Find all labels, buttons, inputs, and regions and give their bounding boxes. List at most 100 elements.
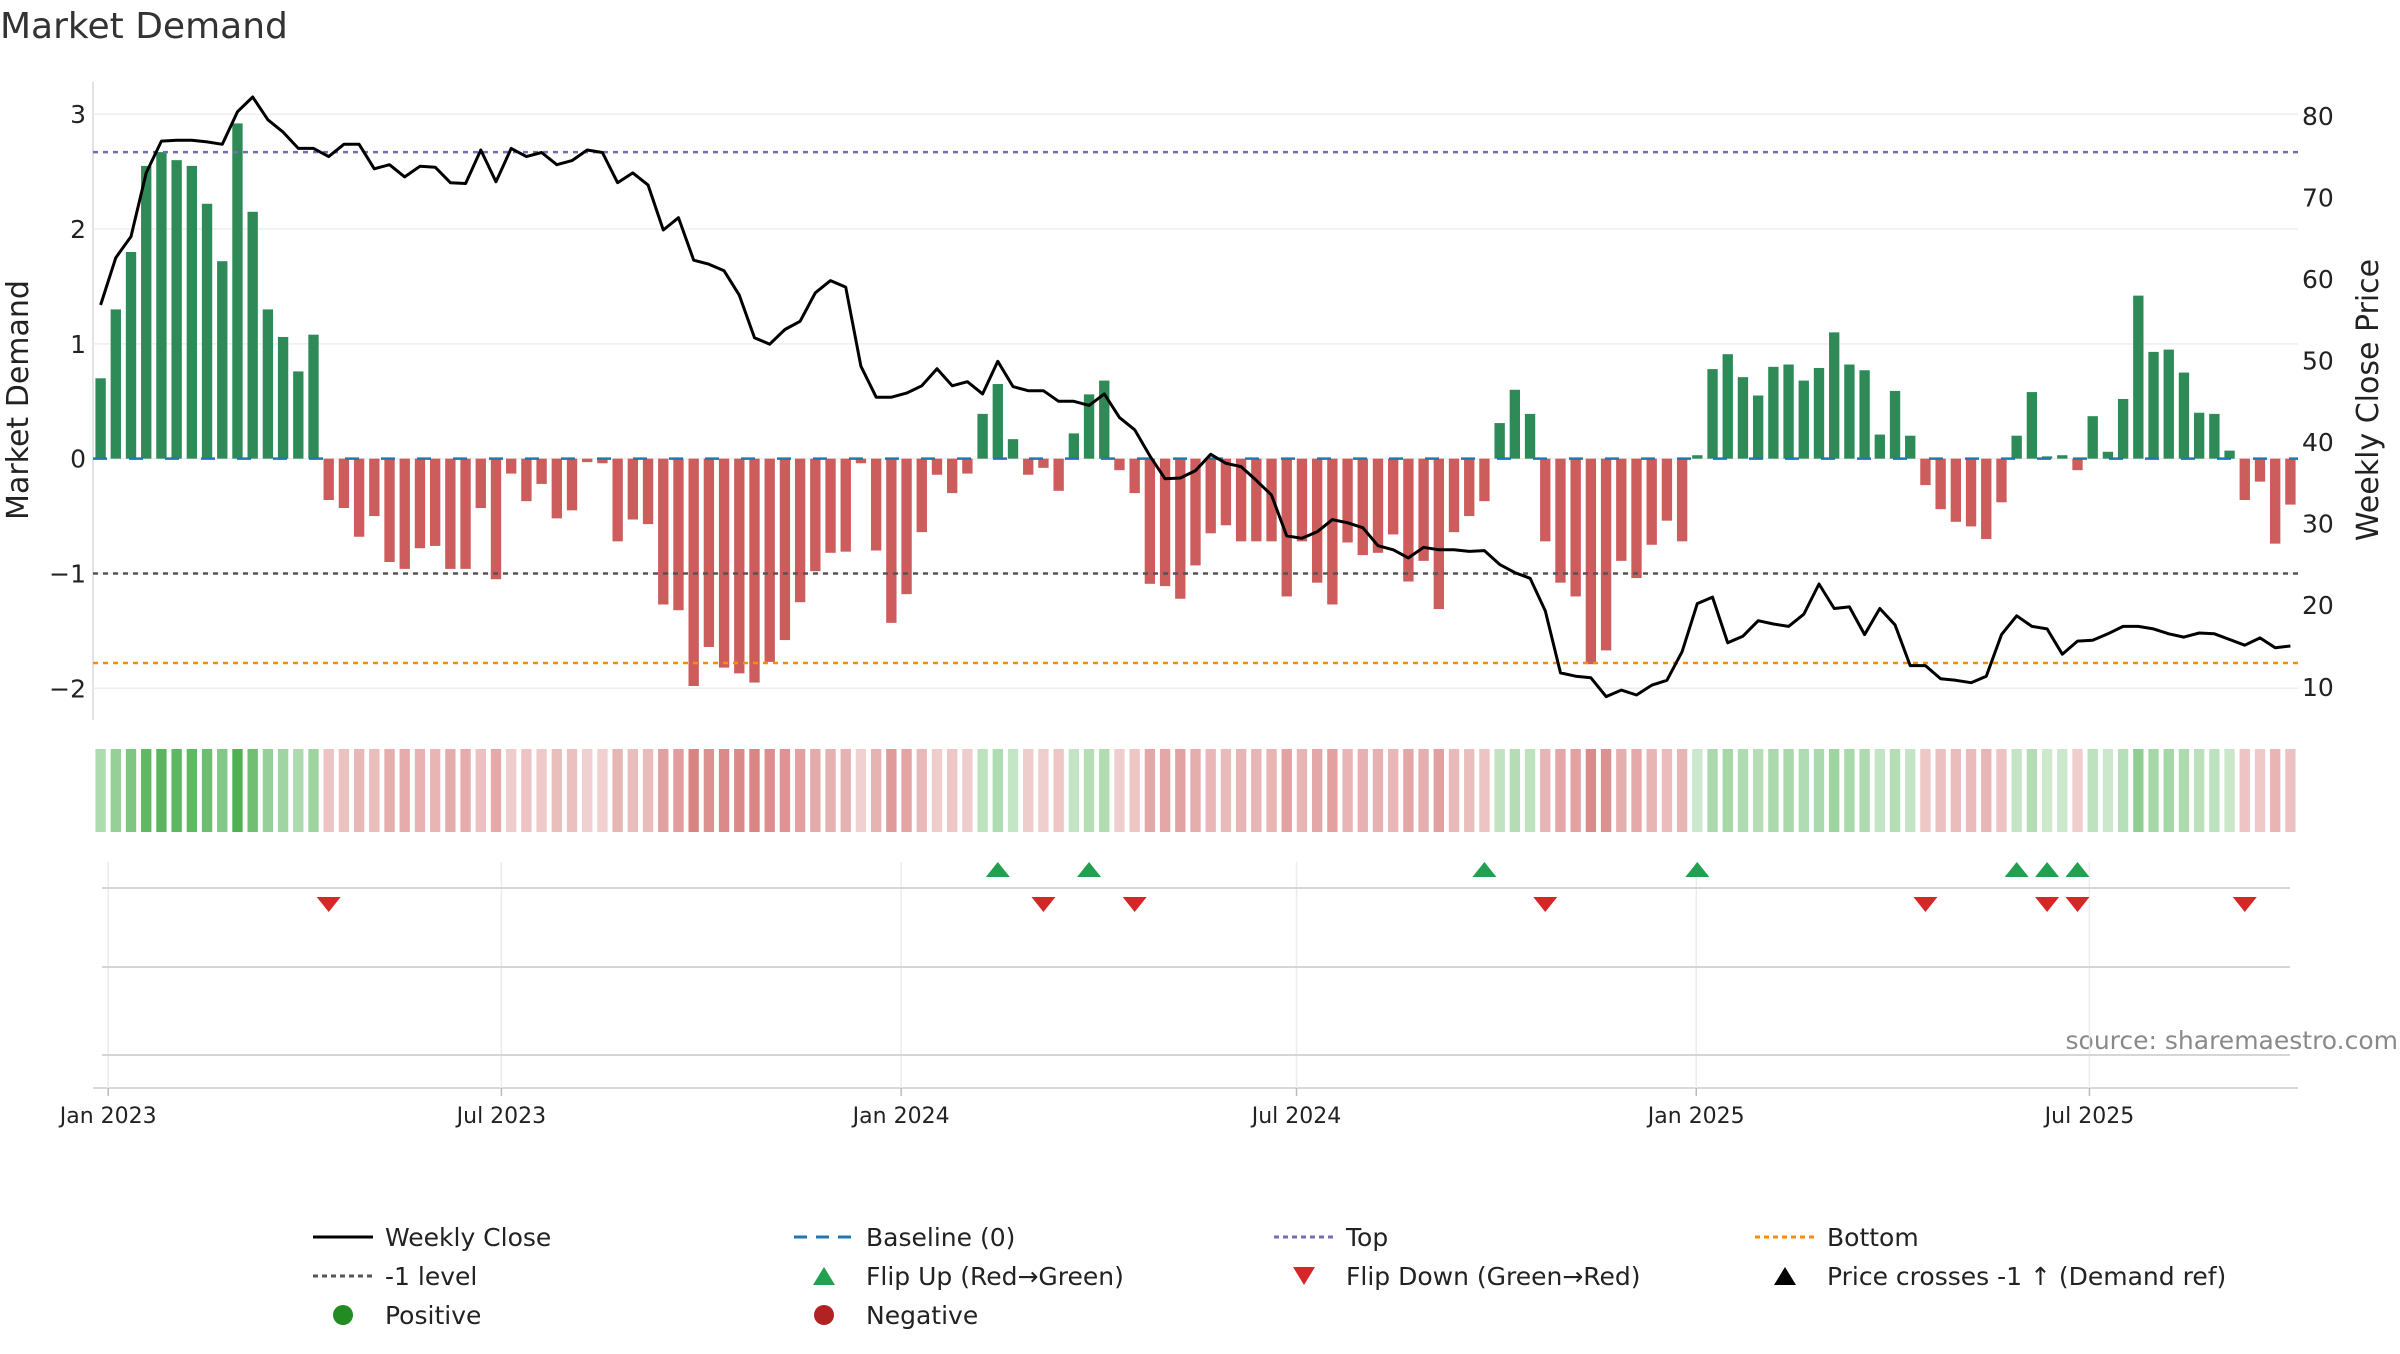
demand-bar <box>1129 458 1140 494</box>
demand-bar <box>353 458 365 537</box>
demand-bar <box>475 458 486 509</box>
heat-strip-cell <box>1950 749 1962 832</box>
heat-strip-cell <box>2193 749 2205 832</box>
demand-bar <box>110 309 121 459</box>
demand-bar <box>1023 458 1034 475</box>
heat-strip-cell <box>95 749 106 832</box>
heat-strip-cell <box>429 749 441 832</box>
demand-bar <box>2224 450 2235 459</box>
flip-down-marker <box>1533 897 1558 912</box>
heat-strip-cell <box>1342 749 1353 832</box>
heat-strip-cell <box>2148 749 2159 832</box>
demand-bar <box>916 458 927 533</box>
demand-bar <box>734 458 745 674</box>
demand-bar <box>141 165 152 459</box>
demand-bar <box>1555 458 1566 583</box>
demand-bar <box>977 413 988 459</box>
demand-bar <box>1190 458 1201 566</box>
heat-strip-cell <box>551 749 562 832</box>
heat-strip-cell <box>566 749 578 832</box>
heat-strip-cell <box>1783 749 1794 832</box>
heat-strip-cell <box>171 749 182 832</box>
demand-bar <box>2133 295 2144 459</box>
heat-strip-cell <box>1981 749 1992 832</box>
heat-strip-cell <box>825 749 836 832</box>
demand-bar <box>1813 367 1825 459</box>
demand-bar <box>521 458 532 502</box>
heat-strip-cell <box>2087 749 2098 832</box>
heat-strip-cell <box>475 749 486 832</box>
heat-strip-cell <box>2117 749 2129 832</box>
demand-bar <box>566 458 578 511</box>
y2-tick-label: 70 <box>2302 183 2334 212</box>
heat-strip-cell <box>1813 749 1825 832</box>
heat-strip-cell <box>1707 749 1718 832</box>
legend-label: Weekly Close <box>385 1223 551 1252</box>
heat-strip-cell <box>1844 749 1855 832</box>
demand-bar <box>612 458 623 542</box>
demand-bar <box>1418 458 1429 561</box>
heat-strip-cell <box>1311 749 1323 832</box>
heat-strip-cell <box>1038 749 1049 832</box>
flip-down-marker <box>2232 897 2257 912</box>
heat-strip-cell <box>1281 749 1292 832</box>
heat-strip-cell <box>2057 749 2068 832</box>
demand-bar <box>460 458 471 569</box>
heat-strip-cell <box>1752 749 1764 832</box>
legend-triangle-up-icon <box>1774 1267 1796 1285</box>
demand-bar <box>2026 392 2038 459</box>
demand-bar <box>2011 435 2022 459</box>
demand-bar <box>2178 372 2190 459</box>
heat-strip-cell <box>1570 749 1581 832</box>
x-tick-label: Jan 2024 <box>851 1104 950 1129</box>
demand-bar <box>1494 423 1505 459</box>
heat-strip-cell <box>414 749 426 832</box>
y2-tick-label: 50 <box>2302 347 2334 376</box>
demand-bar <box>1996 458 2007 503</box>
x-tick-label: Jan 2023 <box>58 1104 157 1129</box>
demand-bar <box>277 336 289 459</box>
demand-bar <box>1752 395 1764 459</box>
demand-bar <box>247 211 258 459</box>
heat-strip-cell <box>2041 749 2053 832</box>
demand-bar <box>1889 390 1901 459</box>
demand-bar <box>1631 458 1642 579</box>
y2-tick-label: 80 <box>2302 102 2334 131</box>
heat-strip-cell <box>460 749 471 832</box>
demand-bar <box>369 458 380 517</box>
heat-strip-cell <box>703 749 715 832</box>
demand-bar <box>1509 389 1521 459</box>
heat-strip-cell <box>1600 749 1612 832</box>
legend-label: Positive <box>385 1301 481 1330</box>
demand-bar <box>658 458 669 605</box>
y2-tick-label: 60 <box>2302 265 2334 294</box>
demand-bar <box>323 458 334 500</box>
demand-bar <box>1540 458 1551 542</box>
heat-strip-cell <box>1388 749 1399 832</box>
demand-bar <box>1935 458 1946 510</box>
heat-strip-cell <box>1494 749 1505 832</box>
heat-strip-cell <box>962 749 973 832</box>
heat-strip-cell <box>2133 749 2144 832</box>
x-tick-label: Jan 2025 <box>1646 1104 1745 1129</box>
heat-strip-cell <box>232 749 243 832</box>
heat-strip-cell <box>1555 749 1566 832</box>
demand-bar <box>1570 458 1581 597</box>
demand-bar <box>2270 458 2281 544</box>
demand-bar <box>1981 458 1992 540</box>
heat-strip-cell <box>2224 749 2235 832</box>
heat-strip-cell <box>1266 749 1277 832</box>
legend-label: Baseline (0) <box>866 1223 1015 1252</box>
demand-bar <box>2057 455 2068 459</box>
demand-bar <box>1874 434 1885 459</box>
heat-strip-cell <box>2239 749 2250 832</box>
demand-bar <box>1403 458 1414 582</box>
y-tick-label: −1 <box>49 559 86 588</box>
demand-bar <box>125 252 137 459</box>
y-tick-label: 1 <box>70 330 86 359</box>
y2-tick-label: 30 <box>2302 510 2334 539</box>
legend-label: Flip Up (Red→Green) <box>866 1262 1124 1291</box>
demand-bar <box>1038 458 1049 468</box>
heat-strip-cell <box>536 749 547 832</box>
